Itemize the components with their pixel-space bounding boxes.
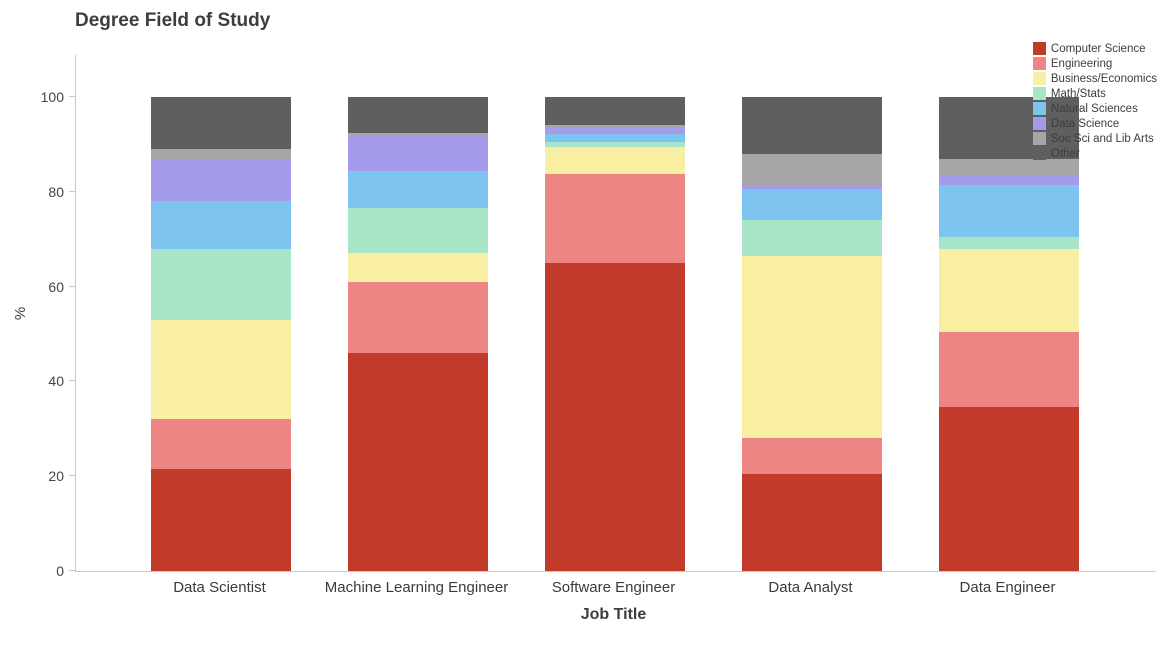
bar-segment xyxy=(938,236,1079,249)
legend-label: Natural Sciences xyxy=(1050,102,1138,115)
bar-segment xyxy=(544,142,685,147)
bar-segment xyxy=(150,158,291,202)
legend: Computer Science Engineering Business/Econ… xyxy=(1032,42,1157,160)
y-tick-label: 40 xyxy=(48,373,64,390)
bar-segment xyxy=(544,125,685,128)
bar-column xyxy=(910,55,1107,571)
bar-segment xyxy=(544,134,685,143)
bar-column xyxy=(122,55,319,571)
legend-label: Data Science xyxy=(1050,117,1120,130)
legend-swatch xyxy=(1032,102,1046,115)
bar-segment xyxy=(544,146,685,174)
y-tick-label: 80 xyxy=(48,183,64,200)
y-tick-label: 0 xyxy=(56,563,64,579)
legend-swatch xyxy=(1032,87,1046,100)
y-axis-title: % xyxy=(12,306,30,321)
bar-segment xyxy=(544,173,685,263)
bar-segment xyxy=(741,97,882,154)
bar-column xyxy=(713,55,910,571)
y-tick-mark xyxy=(69,475,76,477)
legend-item[interactable]: Business/Economics xyxy=(1032,72,1157,85)
x-tick-label: Machine Learning Engineer xyxy=(324,579,509,596)
bar-segment xyxy=(741,220,882,256)
bar-segment xyxy=(741,255,882,439)
bar-segment xyxy=(150,201,291,249)
bar-segment xyxy=(741,438,882,474)
bar-segment xyxy=(150,97,291,150)
legend-swatch xyxy=(1032,147,1046,160)
x-axis-title: Job Title xyxy=(580,606,647,623)
bar-segment xyxy=(150,319,291,420)
legend-label: Business/Economics xyxy=(1050,72,1157,85)
bar-segment xyxy=(938,248,1079,332)
legend-swatch xyxy=(1032,117,1046,130)
y-tick-label: 100 xyxy=(40,89,64,105)
y-tick-mark xyxy=(69,285,76,287)
y-tick-mark xyxy=(69,570,76,571)
bar-segment xyxy=(741,184,882,190)
bar-segment xyxy=(544,97,685,126)
bar-segment xyxy=(741,189,882,221)
legend-swatch xyxy=(1032,72,1046,85)
bar-segment xyxy=(938,331,1079,408)
bar-segment xyxy=(347,352,488,571)
bar-segment xyxy=(741,153,882,185)
x-tick-label: Software Engineer xyxy=(551,579,676,596)
legend-item[interactable]: Natural Sciences xyxy=(1032,102,1157,115)
y-tick-mark xyxy=(69,96,76,97)
stacked-bar xyxy=(150,97,291,571)
stacked-bar xyxy=(938,97,1079,571)
bar-segment xyxy=(347,208,488,254)
bar-segment xyxy=(150,469,291,571)
bar-segment xyxy=(741,473,882,571)
y-tick-label: 60 xyxy=(48,278,64,295)
legend-swatch xyxy=(1032,132,1046,145)
legend-label: Soc Sci and Lib Arts xyxy=(1050,132,1154,145)
legend-swatch xyxy=(1032,57,1046,70)
bars-area xyxy=(122,55,1107,571)
bar-segment xyxy=(938,184,1079,237)
stacked-bar xyxy=(741,97,882,571)
bar-column xyxy=(319,55,516,571)
bar-segment xyxy=(938,97,1079,159)
bar-segment xyxy=(347,281,488,353)
y-tick-mark xyxy=(69,380,76,382)
stacked-bar xyxy=(347,97,488,571)
legend-label: Engineering xyxy=(1050,57,1113,70)
legend-item[interactable]: Soc Sci and Lib Arts xyxy=(1032,132,1157,145)
x-axis-labels: Data Scientist Machine Learning Engineer S… xyxy=(121,579,1106,596)
bar-segment xyxy=(150,248,291,320)
bar-segment xyxy=(938,407,1079,571)
legend-item[interactable]: Math/Stats xyxy=(1032,87,1157,100)
legend-item[interactable]: Engineering xyxy=(1032,57,1157,70)
bar-segment xyxy=(544,127,685,134)
chart-title: Degree Field of Study xyxy=(75,10,271,31)
bar-segment xyxy=(150,419,291,470)
bar-segment xyxy=(347,134,488,171)
plot-area: 0 20 40 60 80 100 xyxy=(41,55,1156,579)
y-tick-label: 20 xyxy=(48,468,64,485)
legend-swatch xyxy=(1032,42,1046,55)
y-tick-mark xyxy=(69,190,76,192)
bar-segment xyxy=(347,253,488,282)
legend-item[interactable]: Computer Science xyxy=(1032,42,1157,55)
legend-label: Other xyxy=(1050,147,1080,160)
bar-segment xyxy=(544,262,685,571)
x-tick-label: Data Scientist xyxy=(173,579,266,596)
bar-segment xyxy=(150,149,291,159)
legend-item[interactable]: Other xyxy=(1032,147,1157,160)
bar-segment xyxy=(938,175,1079,185)
x-tick-label: Data Analyst xyxy=(768,579,853,596)
legend-label: Math/Stats xyxy=(1050,87,1106,100)
bar-segment xyxy=(347,170,488,209)
bar-segment xyxy=(347,132,488,135)
bar-segment xyxy=(938,158,1079,176)
stacked-bar xyxy=(544,97,685,571)
bar-column xyxy=(516,55,713,571)
legend-label: Computer Science xyxy=(1050,42,1146,55)
bar-segment xyxy=(347,97,488,133)
x-tick-label: Data Engineer xyxy=(959,579,1056,596)
legend-item[interactable]: Data Science xyxy=(1032,117,1157,130)
